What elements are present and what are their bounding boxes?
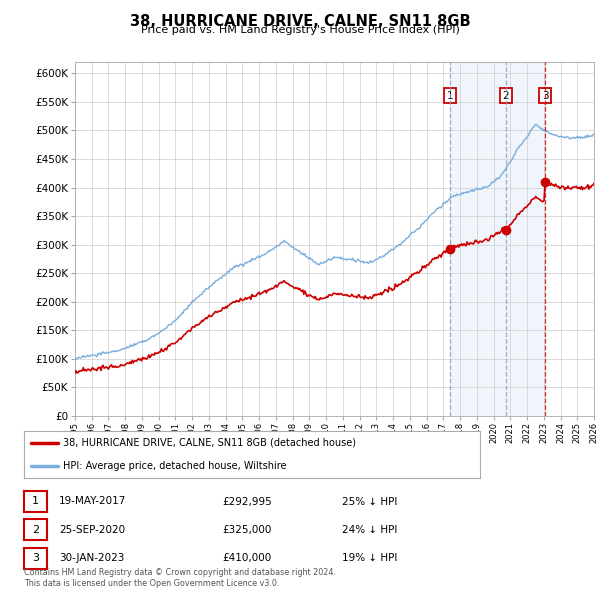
Text: £325,000: £325,000 — [222, 525, 271, 535]
Text: 2: 2 — [32, 525, 39, 535]
Text: HPI: Average price, detached house, Wiltshire: HPI: Average price, detached house, Wilt… — [63, 461, 286, 471]
Text: £410,000: £410,000 — [222, 553, 271, 563]
Text: 25-SEP-2020: 25-SEP-2020 — [59, 525, 125, 535]
Text: 1: 1 — [32, 497, 39, 506]
Text: 30-JAN-2023: 30-JAN-2023 — [59, 553, 124, 563]
Text: 3: 3 — [32, 553, 39, 563]
Text: 1: 1 — [446, 91, 453, 100]
Bar — [449, 62, 545, 416]
Text: 24% ↓ HPI: 24% ↓ HPI — [342, 525, 397, 535]
Text: 19-MAY-2017: 19-MAY-2017 — [59, 497, 126, 506]
Text: Contains HM Land Registry data © Crown copyright and database right 2024.
This d: Contains HM Land Registry data © Crown c… — [24, 568, 336, 588]
Text: £292,995: £292,995 — [222, 497, 272, 506]
Text: 38, HURRICANE DRIVE, CALNE, SN11 8GB (detached house): 38, HURRICANE DRIVE, CALNE, SN11 8GB (de… — [63, 438, 356, 448]
Text: Price paid vs. HM Land Registry's House Price Index (HPI): Price paid vs. HM Land Registry's House … — [140, 25, 460, 35]
Text: 38, HURRICANE DRIVE, CALNE, SN11 8GB: 38, HURRICANE DRIVE, CALNE, SN11 8GB — [130, 14, 470, 28]
Text: 2: 2 — [502, 91, 509, 100]
Text: 3: 3 — [542, 91, 548, 100]
Text: 19% ↓ HPI: 19% ↓ HPI — [342, 553, 397, 563]
Text: 25% ↓ HPI: 25% ↓ HPI — [342, 497, 397, 506]
